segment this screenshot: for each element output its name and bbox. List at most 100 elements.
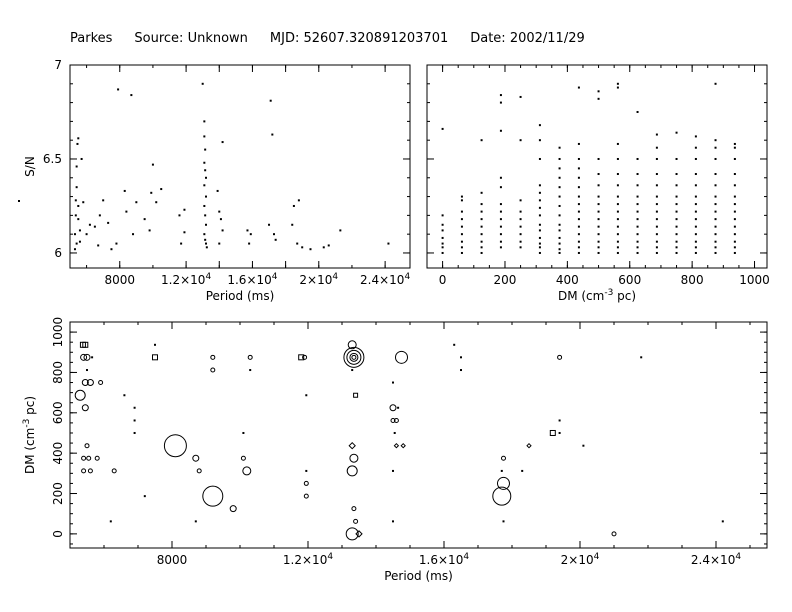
y-axis-label: S/N [23, 156, 37, 177]
data-point [327, 244, 330, 247]
data-point [75, 242, 78, 245]
data-point [460, 225, 463, 228]
data-point [655, 240, 658, 243]
data-point [499, 186, 502, 189]
y-tick-label: 1000 [51, 317, 65, 348]
data-point [205, 195, 207, 198]
data-point [148, 229, 151, 232]
x-tick-label: 200 [494, 273, 517, 287]
data-point [714, 195, 717, 198]
data-point [339, 229, 342, 232]
data-marker [395, 350, 408, 364]
data-point [582, 444, 585, 447]
data-point [480, 240, 483, 243]
data-point [538, 157, 541, 160]
data-point [538, 251, 541, 254]
data-point [460, 233, 463, 236]
data-point [538, 236, 541, 239]
data-point [441, 223, 444, 226]
data-marker [80, 353, 88, 361]
data-point [77, 137, 80, 140]
panel-snr-vs-period: 8000 1.2×104 1.6×104 2×104 2.4×104 Period (ms… [23, 58, 411, 303]
data-marker [348, 441, 356, 450]
data-point [499, 225, 502, 228]
data-point [305, 394, 308, 397]
data-point [93, 225, 96, 228]
y-tick-label: 0 [51, 530, 65, 538]
data-point [519, 199, 522, 202]
data-point [636, 225, 639, 228]
data-point [558, 236, 561, 239]
x-axis-label: Period (ms) [206, 289, 275, 303]
data-point [597, 246, 600, 249]
data-point [78, 240, 81, 243]
data-point [558, 242, 561, 245]
y-tick-label: 400 [51, 442, 65, 465]
date-label: Date: 2002/11/29 [470, 31, 585, 46]
data-point [201, 82, 204, 85]
data-point [205, 242, 207, 245]
data-point [480, 191, 483, 194]
data-point [733, 246, 736, 249]
data-point [203, 161, 206, 164]
data-point [219, 218, 222, 221]
data-point [577, 142, 580, 145]
data-point [203, 184, 206, 187]
data-point [675, 131, 678, 134]
data-point [480, 233, 483, 236]
data-point [640, 356, 643, 359]
data-point [519, 218, 522, 221]
data-point [218, 210, 221, 213]
data-point [636, 210, 639, 213]
data-point [616, 184, 619, 187]
data-point [694, 210, 697, 213]
data-point [392, 381, 394, 384]
data-point [694, 195, 697, 198]
data-marker [111, 468, 117, 474]
data-point [538, 214, 541, 217]
data-marker [346, 349, 362, 365]
data-point [499, 218, 502, 221]
data-point [577, 246, 580, 249]
data-point [558, 419, 561, 422]
data-point [460, 251, 463, 254]
data-point [714, 251, 717, 254]
x-tick-label: 1.2×104 [161, 272, 211, 287]
data-point [351, 369, 354, 372]
data-point [115, 242, 118, 245]
data-marker [81, 379, 89, 387]
data-point [91, 356, 94, 359]
x-axis-label: Period (ms) [384, 569, 453, 583]
data-point [636, 240, 639, 243]
data-point [242, 431, 245, 434]
data-point [249, 369, 252, 372]
data-marker [81, 468, 87, 474]
data-point [714, 146, 717, 149]
data-point [675, 240, 678, 243]
data-point [636, 184, 639, 187]
data-point [221, 229, 224, 232]
data-point [203, 204, 206, 207]
data-point [694, 184, 697, 187]
data-point [694, 225, 697, 228]
mjd-label: MJD: 52607.320891203701 [269, 31, 449, 46]
data-point [74, 199, 77, 202]
data-marker [94, 455, 100, 461]
data-point [577, 225, 580, 228]
data-point [577, 86, 580, 89]
data-point [480, 203, 483, 206]
plot-frame [426, 64, 768, 269]
data-point [655, 195, 658, 198]
data-point [694, 203, 697, 206]
data-point [460, 369, 462, 372]
data-point [714, 157, 717, 160]
data-point [519, 139, 522, 142]
data-point [558, 251, 561, 254]
data-point [733, 240, 736, 243]
data-marker [351, 354, 357, 360]
data-point [597, 225, 600, 228]
data-point [460, 240, 463, 243]
data-point [392, 469, 394, 472]
